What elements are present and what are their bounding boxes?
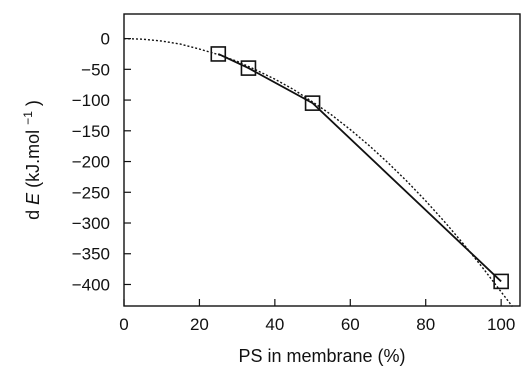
fit-curve-line bbox=[123, 37, 514, 308]
y-axis-label-d: d bbox=[23, 210, 43, 220]
plot-frame bbox=[123, 13, 521, 307]
x-tick-label: 100 bbox=[487, 315, 515, 334]
y-tick-label: −100 bbox=[72, 91, 110, 110]
y-tick-label: −350 bbox=[72, 245, 110, 264]
data-point-marker bbox=[240, 60, 257, 76]
x-tick-label: 60 bbox=[341, 315, 360, 334]
x-ticks-group: 0 20 40 60 80 100 bbox=[119, 299, 515, 334]
y-tick-label: 0 bbox=[101, 30, 110, 49]
y-tick-label: −250 bbox=[72, 183, 110, 202]
x-tick-label: 0 bbox=[119, 315, 128, 334]
y-tick-label: −200 bbox=[72, 153, 110, 172]
y-tick-label: −400 bbox=[72, 275, 110, 294]
data-point-marker bbox=[210, 46, 227, 62]
y-tick-label: −150 bbox=[72, 122, 110, 141]
x-axis-label: PS in membrane (%) bbox=[238, 346, 405, 366]
y-axis-label-sup: −1 bbox=[21, 111, 35, 125]
data-point-marker bbox=[493, 273, 509, 290]
y-tick-label: −300 bbox=[72, 214, 110, 233]
y-axis-label-e: E bbox=[23, 192, 43, 205]
data-point-marker bbox=[304, 95, 321, 111]
y-axis-label: d E (kJ.mol −1 ) bbox=[21, 100, 43, 220]
y-tick-label: −50 bbox=[81, 60, 110, 79]
data-series-line bbox=[217, 53, 502, 283]
y-axis-label-close: ) bbox=[23, 100, 43, 106]
x-tick-label: 40 bbox=[265, 315, 284, 334]
y-ticks-group: 0 −50 −100 −150 −200 −250 −300 −350 −400 bbox=[72, 30, 131, 294]
y-axis-label-unit: (kJ.mol bbox=[23, 130, 43, 188]
x-tick-label: 80 bbox=[416, 315, 435, 334]
x-tick-label: 20 bbox=[190, 315, 209, 334]
series-group bbox=[123, 37, 514, 308]
